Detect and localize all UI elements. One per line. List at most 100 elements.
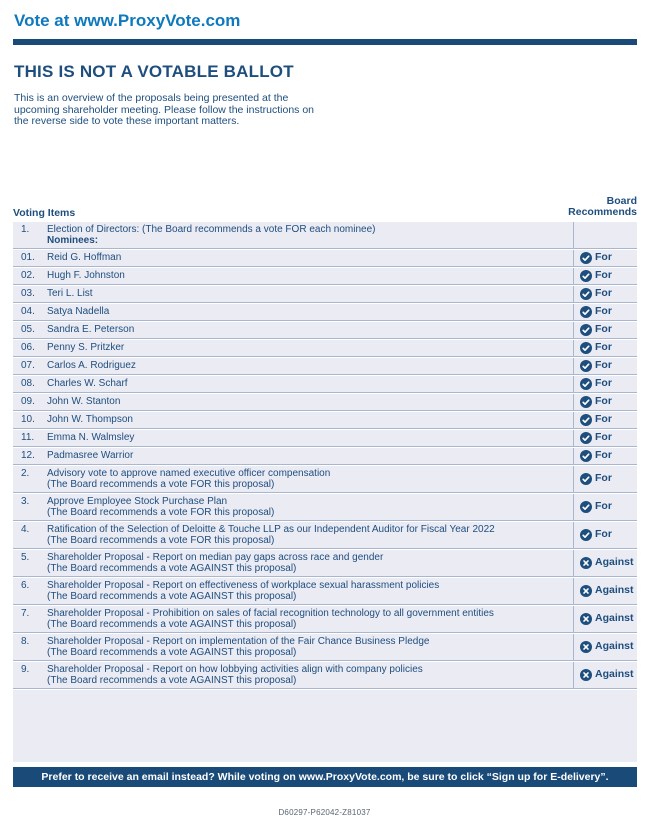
row-main-cell: 4. Ratification of the Selection of Deloi… xyxy=(13,521,574,548)
recommendation-label: For xyxy=(595,431,612,443)
table-row: 9. Shareholder Proposal - Report on how l… xyxy=(13,661,637,689)
proposal-text: Ratification of the Selection of Deloitt… xyxy=(47,524,569,546)
row-main-cell: 11. Emma N. Walmsley xyxy=(13,429,574,446)
proposal-subtext: (The Board recommends a vote FOR this pr… xyxy=(47,534,275,546)
row-number: 03. xyxy=(21,288,35,299)
nominee-name: Hugh F. Johnston xyxy=(47,270,125,281)
table-row: 02. Hugh F. Johnston For xyxy=(13,267,637,285)
voting-items-header: Voting Items xyxy=(13,206,76,219)
row-main-cell: 5. Shareholder Proposal - Report on media… xyxy=(13,549,574,576)
proposal-subtext: (The Board recommends a vote AGAINST thi… xyxy=(47,646,297,658)
table-row: 05. Sandra E. Peterson For xyxy=(13,321,637,339)
recommendation-cell: For xyxy=(574,494,637,520)
recommendation-cell: For xyxy=(574,268,637,284)
nominee-name: John W. Stanton xyxy=(47,396,121,407)
proposal-title: Shareholder Proposal - Report on impleme… xyxy=(47,635,430,647)
row-number: 01. xyxy=(21,252,35,263)
check-circle-icon xyxy=(580,359,592,372)
row-main-cell: 06. Penny S. Pritzker xyxy=(13,339,574,356)
proposal-title: Shareholder Proposal - Report on how lob… xyxy=(47,663,423,675)
table-row: 1. Election of Directors: (The Board rec… xyxy=(13,221,637,249)
check-circle-icon xyxy=(580,395,592,408)
check-circle-icon xyxy=(580,413,592,426)
nominee-name: Sandra E. Peterson xyxy=(47,324,135,335)
row-main-cell: 05. Sandra E. Peterson xyxy=(13,321,574,338)
row-main-cell: 3. Approve Employee Stock Purchase Plan (T… xyxy=(13,493,574,520)
check-circle-icon xyxy=(580,269,592,282)
proposal-title: Shareholder Proposal - Report on median … xyxy=(47,551,384,563)
recommendation-cell: For xyxy=(574,358,637,374)
row-main-cell: 08. Charles W. Scharf xyxy=(13,375,574,392)
check-circle-icon xyxy=(580,251,592,264)
recommendation-cell: For xyxy=(574,466,637,492)
row-number: 1. xyxy=(21,223,30,235)
row-number: 6. xyxy=(21,579,30,591)
recommendation-cell: For xyxy=(574,394,637,410)
recommendation-cell: Against xyxy=(574,606,637,632)
table-row: 7. Shareholder Proposal - Prohibition on … xyxy=(13,605,637,633)
nominee-name: Reid G. Hoffman xyxy=(47,252,122,263)
nominee-name: John W. Thompson xyxy=(47,414,133,425)
proposal-text: Shareholder Proposal - Report on how lob… xyxy=(47,664,569,686)
check-circle-icon xyxy=(580,305,592,318)
row-number: 08. xyxy=(21,378,35,389)
recommendation-label: For xyxy=(595,449,612,461)
recommendation-cell: For xyxy=(574,522,637,548)
proxyvote-link[interactable]: Vote at www.ProxyVote.com xyxy=(14,11,241,30)
table-row: 6. Shareholder Proposal - Report on effec… xyxy=(13,577,637,605)
row-number: 4. xyxy=(21,523,30,535)
row-number: 2. xyxy=(21,467,30,479)
proposal-subtext: (The Board recommends a vote FOR this pr… xyxy=(47,506,275,518)
check-circle-icon xyxy=(580,323,592,336)
nominee-name: Charles W. Scharf xyxy=(47,378,128,389)
check-circle-icon xyxy=(580,287,592,300)
table-row: 3. Approve Employee Stock Purchase Plan (T… xyxy=(13,493,637,521)
row-number: 3. xyxy=(21,495,30,507)
check-circle-icon xyxy=(580,500,592,513)
recommendation-cell: For xyxy=(574,376,637,392)
row-number: 06. xyxy=(21,342,35,353)
nominee-name: Carlos A. Rodriguez xyxy=(47,360,136,371)
proposal-subtext: (The Board recommends a vote AGAINST thi… xyxy=(47,674,297,686)
row-main-cell: 2. Advisory vote to approve named executi… xyxy=(13,465,574,492)
proposal-subtext: (The Board recommends a vote AGAINST thi… xyxy=(47,590,297,602)
row-main-cell: 09. John W. Stanton xyxy=(13,393,574,410)
check-circle-icon xyxy=(580,431,592,444)
row-main-cell: 7. Shareholder Proposal - Prohibition on … xyxy=(13,605,574,632)
check-circle-icon xyxy=(580,341,592,354)
row-number: 9. xyxy=(21,663,30,675)
recommendation-cell: For xyxy=(574,448,637,464)
proposal-subtext: (The Board recommends a vote AGAINST thi… xyxy=(47,618,297,630)
row-text: Election of Directors: (The Board recomm… xyxy=(47,224,569,246)
nominees-label: Nominees: xyxy=(47,234,99,246)
proposal-subtext: (The Board recommends a vote FOR this pr… xyxy=(47,478,275,490)
row-number: 7. xyxy=(21,607,30,619)
table-row: 04. Satya Nadella For xyxy=(13,303,637,321)
table-row: 4. Ratification of the Selection of Deloi… xyxy=(13,521,637,549)
board-recommends-header: Board Recommends xyxy=(568,194,637,218)
row-main-cell: 02. Hugh F. Johnston xyxy=(13,267,574,284)
recommendation-label: Against xyxy=(595,584,634,596)
recommendation-label: Against xyxy=(595,668,634,680)
recommendation-label: For xyxy=(595,528,612,540)
row-number: 07. xyxy=(21,360,35,371)
recommendation-label: For xyxy=(595,377,612,389)
proposal-text: Shareholder Proposal - Prohibition on sa… xyxy=(47,608,569,630)
table-row: 07. Carlos A. Rodriguez For xyxy=(13,357,637,375)
recommendation-label: Against xyxy=(595,612,634,624)
table-row: 11. Emma N. Walmsley For xyxy=(13,429,637,447)
row-number: 04. xyxy=(21,306,35,317)
proposal-title: Shareholder Proposal - Report on effecti… xyxy=(47,579,440,591)
table-empty-area xyxy=(13,689,637,762)
row-main-cell: 01. Reid G. Hoffman xyxy=(13,249,574,266)
table-row: 5. Shareholder Proposal - Report on media… xyxy=(13,549,637,577)
check-circle-icon xyxy=(580,377,592,390)
row-main-cell: 1. Election of Directors: (The Board rec… xyxy=(13,221,574,248)
intro-paragraph: This is an overview of the proposals bei… xyxy=(14,92,315,127)
row-line-1: Election of Directors: (The Board recomm… xyxy=(47,223,376,235)
recommendation-cell: For xyxy=(574,412,637,428)
nominee-name: Teri L. List xyxy=(47,288,93,299)
recommendation-cell: Against xyxy=(574,550,637,576)
recommendation-cell: Against xyxy=(574,634,637,660)
x-circle-icon xyxy=(580,584,592,597)
